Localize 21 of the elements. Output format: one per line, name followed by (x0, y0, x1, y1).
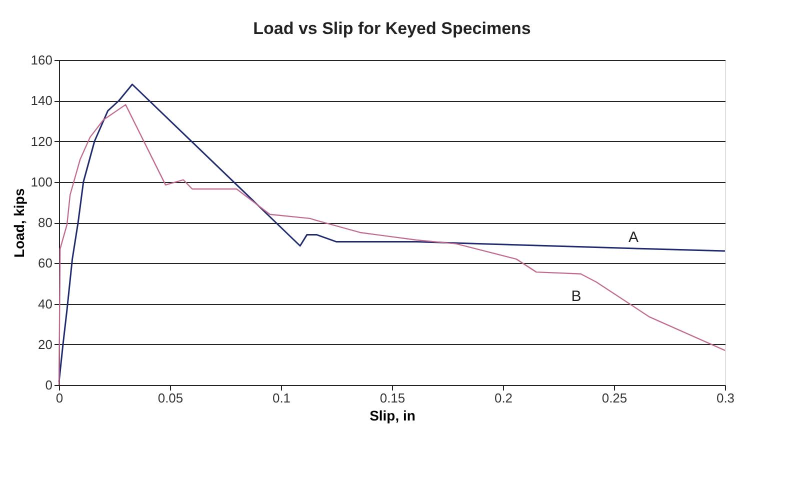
x-tick-label: 0.1 (272, 390, 291, 406)
x-axis-title: Slip, in (370, 408, 416, 424)
series-label: A (628, 228, 639, 246)
x-tick-label: 0.25 (602, 390, 628, 406)
chart-title: Load vs Slip for Keyed Specimens (253, 19, 531, 38)
y-tick-label: 140 (30, 93, 52, 108)
y-tick-label: 80 (38, 215, 52, 230)
x-tick-label: 0.3 (716, 390, 735, 406)
y-tick-label: 160 (30, 52, 52, 68)
x-tick-label: 0.2 (494, 390, 513, 406)
x-tick-label: 0.15 (380, 390, 406, 406)
y-tick-label: 20 (38, 336, 52, 352)
y-axis-title: Load, kips (10, 188, 27, 258)
y-tick-label: 40 (38, 296, 52, 312)
y-tick-label: 60 (38, 256, 52, 271)
series-label: B (571, 288, 582, 306)
y-tick-label: 100 (30, 174, 52, 190)
y-tick-label: 120 (30, 134, 52, 149)
x-tick-label: 0.05 (158, 390, 184, 406)
y-tick-label: 0 (45, 378, 52, 392)
x-tick-label: 0 (56, 390, 64, 406)
